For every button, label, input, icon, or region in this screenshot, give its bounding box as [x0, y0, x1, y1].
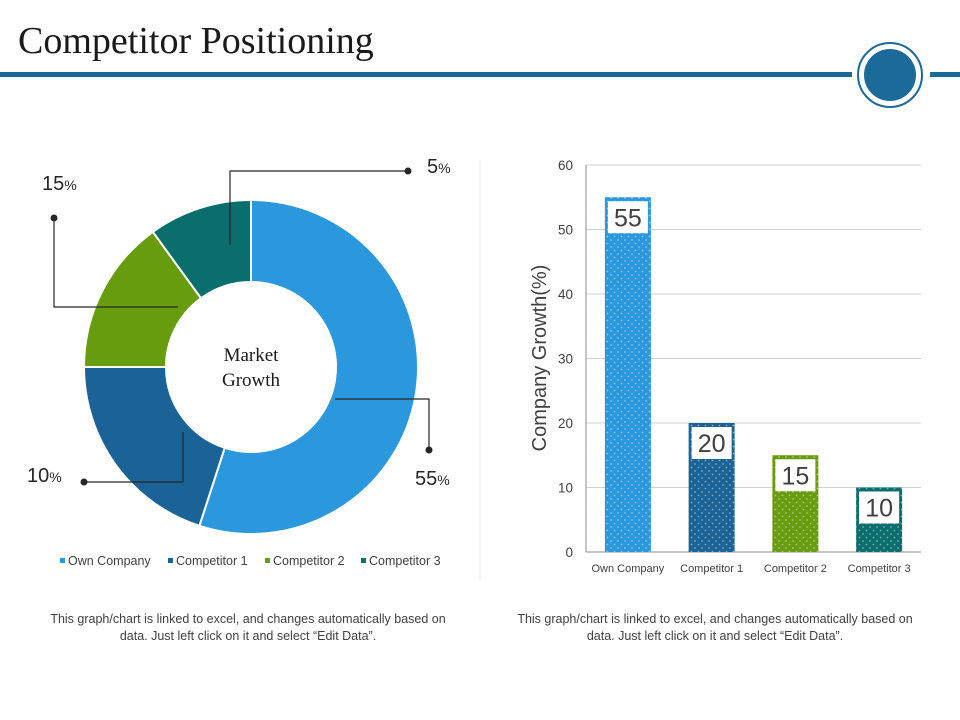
x-tick-label-competitor-1: Competitor 1	[680, 563, 743, 575]
donut-legend[interactable]: Own Company Competitor 1 Competitor 2 Compe…	[60, 554, 441, 568]
title-underline-end	[930, 72, 960, 77]
donut-data-label-unit: %	[438, 160, 450, 176]
donut-data-label-own-company: 55%	[415, 468, 450, 490]
donut-data-label-value: 5	[427, 156, 438, 178]
donut-chart[interactable]	[82, 198, 419, 535]
x-tick-label-competitor-2: Competitor 2	[764, 563, 827, 575]
donut-data-label-value: 15	[42, 173, 64, 195]
donut-center-label-line2: Growth	[222, 370, 281, 391]
bar-texture-own-company	[604, 197, 651, 552]
donut-leader-lines	[50, 167, 433, 486]
legend-swatch-competitor-2	[265, 558, 270, 563]
donut-data-label-competitor-1: 10%	[27, 465, 62, 487]
leader-line-competitor-2	[53, 218, 178, 308]
bar-value-label-competitor-1: 20	[698, 430, 726, 458]
donut-data-labels: 55%10%15%5%	[27, 156, 451, 490]
donut-data-label-unit: %	[64, 177, 76, 193]
y-tick-label: 40	[558, 287, 573, 302]
donut-slice-competitor-3[interactable]	[151, 198, 252, 300]
leader-dot-competitor-3	[404, 167, 412, 175]
legend-swatch-own-company	[60, 558, 65, 563]
y-tick-label: 30	[558, 352, 573, 367]
right-chart-note: This graph/chart is linked to excel, and…	[517, 612, 913, 643]
leader-line-competitor-3	[229, 170, 408, 245]
donut-data-label-unit: %	[437, 472, 449, 488]
legend-swatch-competitor-3	[361, 558, 366, 563]
y-tick-label: 10	[558, 481, 573, 496]
bar-value-box-competitor-2	[775, 459, 816, 492]
x-tick-label-own-company: Own Company	[591, 563, 664, 575]
bar-value-label-competitor-2: 15	[781, 462, 809, 490]
leader-dot-competitor-2	[50, 214, 58, 222]
donut-data-label-value: 10	[27, 465, 49, 487]
donut-data-label-competitor-3: 5%	[427, 156, 451, 178]
page-title: Competitor Positioning	[18, 20, 374, 62]
legend-label-competitor-2[interactable]: Competitor 2	[273, 554, 345, 568]
legend-label-competitor-3[interactable]: Competitor 3	[369, 554, 441, 568]
donut-center-label-line1: Market	[224, 345, 280, 366]
bar-value-box-own-company	[607, 201, 648, 234]
leader-line-competitor-1	[84, 432, 184, 483]
legend-label-competitor-1[interactable]: Competitor 1	[176, 554, 248, 568]
bar-value-label-competitor-3: 10	[865, 495, 893, 523]
title-underline	[0, 72, 852, 77]
y-axis-title: Company Growth(%)	[529, 265, 551, 452]
legend-label-own-company[interactable]: Own Company	[68, 554, 151, 568]
donut-slice-own-company[interactable]	[198, 198, 419, 535]
title-badge-circle-icon	[864, 49, 916, 101]
left-chart-note: This graph/chart is linked to excel, and…	[50, 612, 446, 643]
leader-dot-own-company	[425, 446, 433, 454]
y-tick-label: 60	[558, 158, 573, 173]
bar-value-label-own-company: 55	[614, 204, 642, 232]
y-tick-label: 50	[558, 223, 573, 238]
leader-line-own-company	[335, 398, 430, 450]
donut-data-label-unit: %	[49, 469, 61, 485]
donut-data-label-competitor-2: 15%	[42, 173, 77, 195]
x-tick-label-competitor-3: Competitor 3	[848, 563, 911, 575]
y-tick-label: 20	[558, 416, 573, 431]
bar-value-box-competitor-3	[859, 491, 900, 524]
bar-value-box-competitor-1	[691, 427, 732, 459]
bar-chart[interactable]: 0 10 20 30 40 50 60 Company Growth(%) 55 Own Comp…	[529, 158, 921, 575]
y-tick-label: 0	[565, 545, 573, 560]
donut-data-label-value: 55	[415, 468, 437, 490]
leader-dot-competitor-1	[80, 478, 88, 486]
donut-slice-competitor-1[interactable]	[82, 366, 226, 528]
legend-swatch-competitor-1	[168, 558, 173, 563]
